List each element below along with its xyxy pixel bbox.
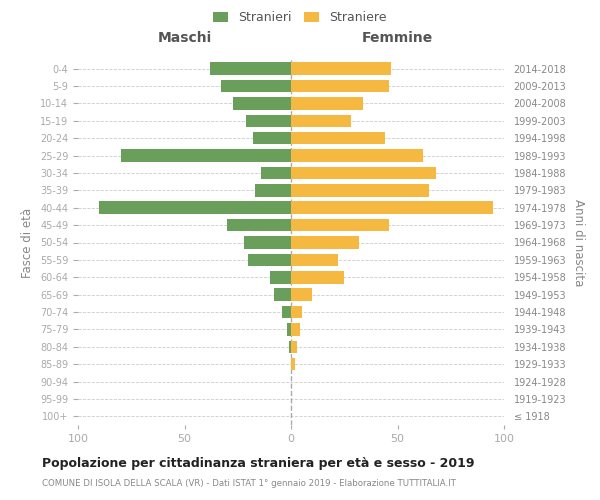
Bar: [261, 166, 291, 179]
Bar: [291, 254, 338, 266]
Bar: [291, 306, 302, 318]
Y-axis label: Anni di nascita: Anni di nascita: [572, 199, 585, 286]
Bar: [289, 340, 291, 353]
Bar: [287, 323, 291, 336]
Text: COMUNE DI ISOLA DELLA SCALA (VR) - Dati ISTAT 1° gennaio 2019 - Elaborazione TUT: COMUNE DI ISOLA DELLA SCALA (VR) - Dati …: [42, 479, 456, 488]
Bar: [274, 288, 291, 301]
Bar: [255, 184, 291, 196]
Bar: [291, 340, 298, 353]
Bar: [246, 114, 291, 127]
Legend: Stranieri, Straniere: Stranieri, Straniere: [208, 6, 392, 29]
Bar: [253, 132, 291, 144]
Bar: [221, 80, 291, 92]
Y-axis label: Fasce di età: Fasce di età: [22, 208, 34, 278]
Bar: [270, 271, 291, 283]
Bar: [233, 97, 291, 110]
Bar: [291, 271, 344, 283]
Bar: [227, 219, 291, 232]
Bar: [291, 114, 350, 127]
Bar: [291, 202, 493, 214]
Bar: [291, 236, 359, 249]
Bar: [283, 306, 291, 318]
Bar: [291, 132, 385, 144]
Text: Maschi: Maschi: [157, 32, 212, 46]
Bar: [248, 254, 291, 266]
Bar: [100, 202, 291, 214]
Bar: [291, 150, 423, 162]
Bar: [291, 62, 391, 75]
Bar: [244, 236, 291, 249]
Bar: [291, 166, 436, 179]
Bar: [121, 150, 291, 162]
Bar: [291, 288, 313, 301]
Bar: [291, 80, 389, 92]
Text: Popolazione per cittadinanza straniera per età e sesso - 2019: Popolazione per cittadinanza straniera p…: [42, 458, 475, 470]
Bar: [291, 323, 299, 336]
Bar: [291, 184, 430, 196]
Bar: [291, 358, 295, 370]
Bar: [291, 97, 364, 110]
Bar: [210, 62, 291, 75]
Text: Femmine: Femmine: [362, 32, 433, 46]
Bar: [291, 219, 389, 232]
